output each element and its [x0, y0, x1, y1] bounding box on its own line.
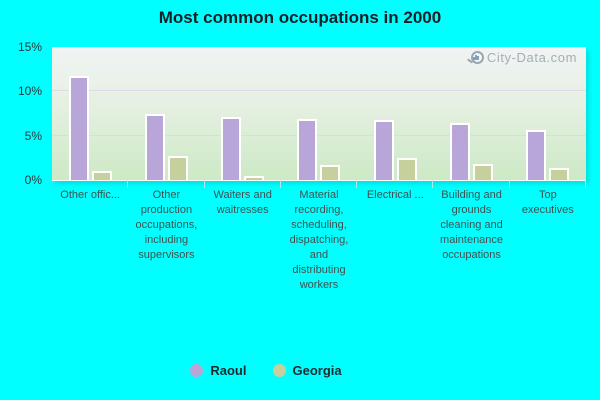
plot-area: City-Data.com [52, 47, 586, 181]
category-label: Top executives [521, 189, 574, 216]
y-axis: 0% 5% 10% 15% [0, 40, 46, 187]
bar-group [205, 47, 281, 180]
bar-raoul [144, 114, 165, 180]
bar-georgia [91, 171, 112, 180]
category-label: Material recording, scheduling, dispatch… [289, 189, 349, 291]
legend-item-georgia: Georgia [272, 363, 342, 378]
bar-raoul [526, 130, 547, 180]
legend-dot-icon [190, 364, 204, 377]
category-label: Other offic... [60, 189, 120, 201]
category-label: Building and grounds cleaning and mainte… [440, 189, 504, 261]
x-axis-tick [203, 180, 205, 188]
bar-group [510, 47, 586, 180]
category-label: Other production occupations, including … [135, 189, 198, 261]
x-axis-tick [432, 180, 434, 188]
bar-group [128, 47, 204, 180]
x-axis-ticks [52, 180, 586, 189]
x-axis-tick [279, 180, 281, 188]
y-tick-label: 5% [24, 128, 42, 143]
x-axis-tick [356, 180, 358, 188]
bar-raoul [297, 118, 318, 180]
gridline-10 [52, 90, 586, 92]
y-tick-label: 15% [17, 40, 42, 54]
bar-raoul [373, 119, 394, 180]
watermark: City-Data.com [466, 50, 577, 65]
bar-georgia [396, 157, 417, 180]
bar-groups [52, 47, 586, 180]
x-axis-tick [127, 180, 129, 188]
category-label: Waiters and waitresses [213, 189, 272, 216]
legend-label: Georgia [292, 363, 342, 378]
legend-dot-icon [272, 364, 286, 377]
bar-group [52, 47, 128, 180]
bar-georgia [320, 164, 341, 180]
bar-raoul [450, 123, 471, 180]
bar-group [433, 47, 509, 180]
chart-title: Most common occupations in 2000 [158, 8, 442, 27]
bar-georgia [167, 156, 188, 180]
category-labels: Other offic... Other production occupatio… [52, 188, 586, 293]
legend-item-raoul: Raoul [190, 363, 247, 378]
x-axis-tick [585, 180, 586, 188]
bar-georgia [244, 176, 265, 180]
watermark-text: City-Data.com [486, 50, 577, 65]
legend-label: Raoul [210, 363, 247, 378]
gridline-5 [52, 134, 586, 136]
x-axis-tick [508, 180, 510, 188]
bar-georgia [473, 164, 494, 180]
category-label: Electrical ... [366, 189, 424, 201]
bar-raoul [68, 76, 89, 180]
bar-group [357, 47, 433, 180]
bar-raoul [221, 117, 242, 180]
magnifier-logo-icon [466, 50, 484, 65]
y-tick-label: 10% [17, 84, 42, 99]
bar-georgia [549, 167, 570, 180]
legend: Raoul Georgia [0, 363, 532, 378]
y-tick-label: 0% [24, 173, 42, 187]
bar-group [281, 47, 357, 180]
